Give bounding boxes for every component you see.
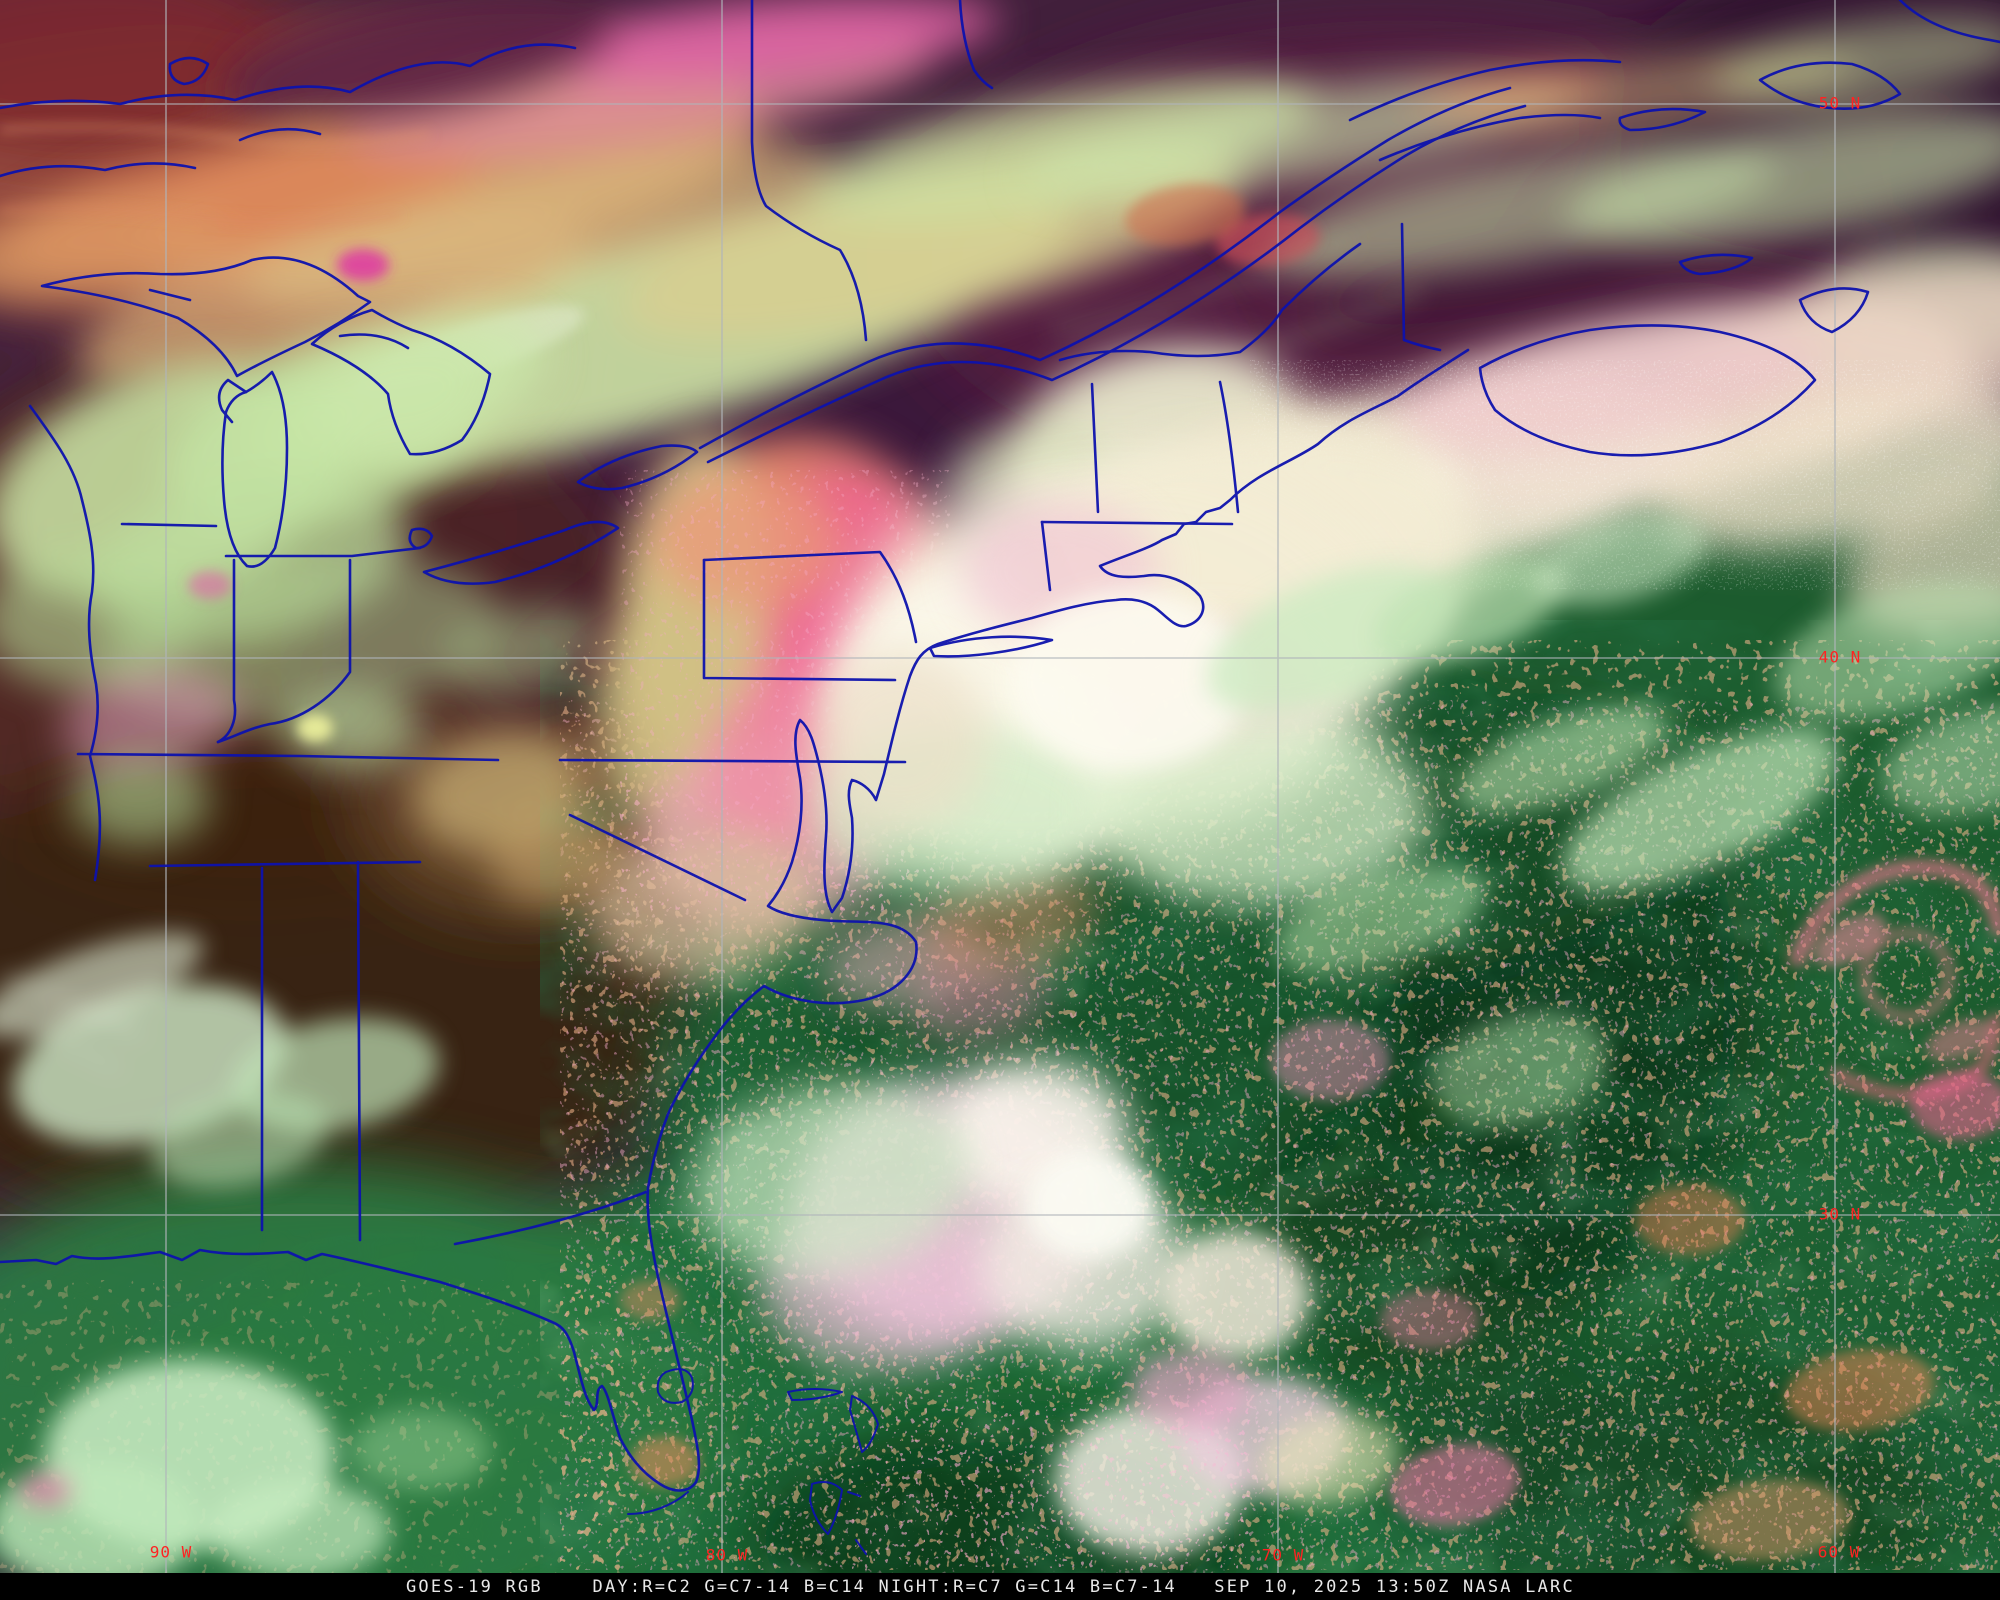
northeast-small-patches — [1125, 184, 1320, 267]
longitude-label-90w: 90 W — [149, 1542, 193, 1562]
caption-text: GOES-19 RGB DAY:R=C2 G=C7-14 B=C14 NIGHT… — [406, 1576, 1575, 1597]
longitude-label-60w: 60 W — [1817, 1542, 1861, 1562]
northeast-plum-streaks — [1023, 14, 2000, 360]
midwest-cloud-deck — [0, 311, 630, 906]
ocean-pink-clusters — [620, 1020, 2000, 1561]
midwest-bright-dots — [188, 249, 389, 742]
top-cloud-band — [0, 0, 1317, 480]
longitude-label-80w: 80 W — [705, 1545, 749, 1565]
latitude-label-40n: 40 N — [1818, 647, 1862, 667]
latitude-label-50n: 50 N — [1818, 93, 1862, 113]
latitude-label-30n: 30 N — [1818, 1204, 1862, 1224]
coastlines-and-borders — [0, 0, 2000, 1555]
ocean-mint-streaks — [1207, 514, 2000, 1129]
bottom-left-clusters — [0, 1360, 490, 1590]
caption-bar: GOES-19 RGB DAY:R=C2 G=C7-14 B=C14 NIGHT… — [0, 1573, 2000, 1600]
gulf-clouds — [0, 932, 439, 1188]
bottom-speckle — [850, 1400, 1250, 1573]
longitude-label-70w: 70 W — [1261, 1545, 1305, 1565]
